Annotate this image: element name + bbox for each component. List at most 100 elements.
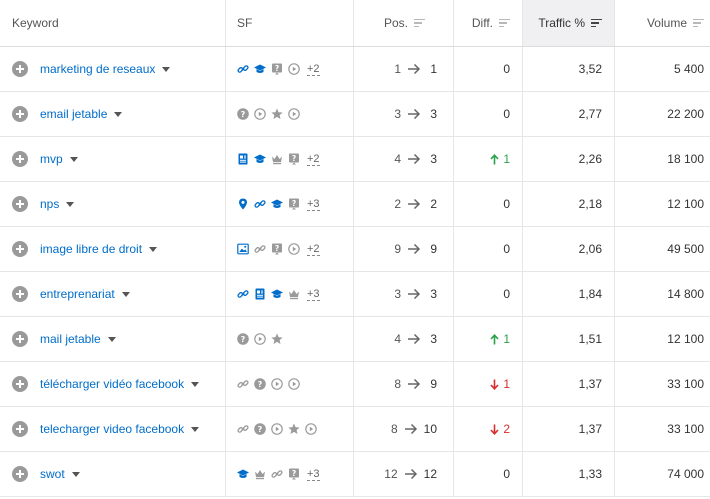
column-header-volume[interactable]: Volume (615, 0, 710, 46)
diff-value: 0 (503, 62, 510, 76)
chevron-down-icon[interactable] (107, 337, 116, 342)
more-sf-link[interactable]: +3 (307, 197, 320, 211)
diff-cell: 0 (454, 92, 523, 136)
traffic-cell: 2,26 (523, 137, 615, 181)
volume-cell: 22 200 (615, 92, 710, 136)
table-row: mvp ? +2 4 3 1 2,26 18 100 (0, 137, 710, 182)
question-circle-icon: ? (237, 108, 249, 120)
diff-cell: 0 (454, 182, 523, 226)
arrow-right-icon (407, 243, 421, 255)
previous-position: 1 (394, 62, 401, 76)
table-row: télécharger vidéo facebook ? 8 9 1 1,37 … (0, 362, 710, 407)
column-header-diff[interactable]: Diff. (454, 0, 523, 46)
chevron-down-icon[interactable] (191, 382, 200, 387)
diff-cell: 0 (454, 47, 523, 91)
column-header-sf: SF (226, 0, 354, 46)
volume-cell: 12 100 (615, 317, 710, 361)
traffic-value: 3,52 (578, 62, 602, 76)
add-keyword-icon[interactable] (12, 196, 28, 212)
more-sf-link[interactable]: +2 (307, 242, 320, 256)
keyword-link[interactable]: mail jetable (40, 332, 101, 346)
add-keyword-icon[interactable] (12, 421, 28, 437)
add-keyword-icon[interactable] (12, 286, 28, 302)
keyword-link[interactable]: email jetable (40, 107, 108, 121)
more-sf-link[interactable]: +2 (307, 62, 320, 76)
add-keyword-icon[interactable] (12, 241, 28, 257)
keyword-cell: mvp (0, 137, 226, 181)
column-header-traffic[interactable]: Traffic % (523, 0, 615, 46)
chevron-down-icon[interactable] (121, 292, 130, 297)
current-position: 9 (430, 242, 437, 256)
chevron-down-icon[interactable] (114, 112, 123, 117)
keyword-link[interactable]: marketing de reseaux (40, 62, 156, 76)
table-row: entreprenariat +3 3 3 0 1,84 14 800 (0, 272, 710, 317)
graduation-cap-icon (254, 153, 266, 165)
sort-icon (414, 18, 425, 28)
traffic-value: 2,06 (578, 242, 602, 256)
table-row: image libre de droit ? +2 9 9 0 2,06 49 5… (0, 227, 710, 272)
keyword-link[interactable]: nps (40, 197, 60, 211)
volume-value: 12 100 (667, 332, 704, 346)
arrow-right-icon (404, 468, 418, 480)
graduation-cap-icon (237, 468, 249, 480)
chevron-down-icon[interactable] (66, 202, 75, 207)
previous-position: 12 (384, 467, 398, 481)
add-keyword-icon[interactable] (12, 331, 28, 347)
chevron-down-icon[interactable] (149, 247, 158, 252)
question-circle-icon: ? (254, 423, 266, 435)
keyword-cell: entreprenariat (0, 272, 226, 316)
play-circle-icon (288, 243, 300, 255)
current-position: 10 (423, 422, 437, 436)
keyword-link[interactable]: mvp (40, 152, 63, 166)
svg-text:?: ? (292, 154, 296, 163)
volume-value: 22 200 (667, 107, 704, 121)
keyword-cell: swot (0, 452, 226, 496)
arrow-right-icon (404, 423, 418, 435)
diff-value: 1 (503, 152, 510, 166)
play-circle-icon (288, 378, 300, 390)
crown-icon (288, 288, 300, 300)
add-keyword-icon[interactable] (12, 466, 28, 482)
column-header-keyword[interactable]: Keyword (0, 0, 226, 46)
arrow-right-icon (407, 378, 421, 390)
current-position: 3 (430, 107, 437, 121)
current-position: 9 (430, 377, 437, 391)
volume-cell: 49 500 (615, 227, 710, 271)
traffic-value: 2,26 (578, 152, 602, 166)
chevron-down-icon[interactable] (191, 427, 200, 432)
previous-position: 8 (390, 422, 398, 436)
add-keyword-icon[interactable] (12, 106, 28, 122)
chevron-down-icon[interactable] (162, 67, 171, 72)
sf-cell: ? (226, 92, 354, 136)
volume-value: 74 000 (667, 467, 704, 481)
add-keyword-icon[interactable] (12, 61, 28, 77)
volume-cell: 33 100 (615, 362, 710, 406)
play-circle-icon (254, 333, 266, 345)
sf-cell: +3 (226, 272, 354, 316)
add-keyword-icon[interactable] (12, 376, 28, 392)
star-icon (288, 423, 300, 435)
chevron-down-icon[interactable] (69, 157, 78, 162)
sf-cell: ? +3 (226, 452, 354, 496)
keyword-link[interactable]: image libre de droit (40, 242, 143, 256)
traffic-cell: 2,77 (523, 92, 615, 136)
more-sf-link[interactable]: +3 (307, 467, 320, 481)
chevron-down-icon[interactable] (71, 472, 80, 477)
keyword-link[interactable]: telecharger video facebook (40, 422, 185, 436)
sf-cell: ? (226, 317, 354, 361)
table-row: email jetable ? 3 3 0 2,77 22 200 (0, 92, 710, 137)
question-box-icon: ? (271, 243, 283, 255)
more-sf-link[interactable]: +3 (307, 287, 320, 301)
keyword-link[interactable]: entreprenariat (40, 287, 115, 301)
more-sf-link[interactable]: +2 (307, 152, 320, 166)
previous-position: 2 (394, 197, 401, 211)
column-header-traffic-label: Traffic % (538, 16, 585, 30)
play-circle-icon (271, 423, 283, 435)
column-header-pos[interactable]: Pos. (354, 0, 454, 46)
keyword-link[interactable]: télécharger vidéo facebook (40, 377, 185, 391)
question-circle-icon: ? (254, 378, 266, 390)
add-keyword-icon[interactable] (12, 151, 28, 167)
svg-text:?: ? (258, 380, 263, 389)
keyword-link[interactable]: swot (40, 467, 65, 481)
traffic-cell: 1,51 (523, 317, 615, 361)
